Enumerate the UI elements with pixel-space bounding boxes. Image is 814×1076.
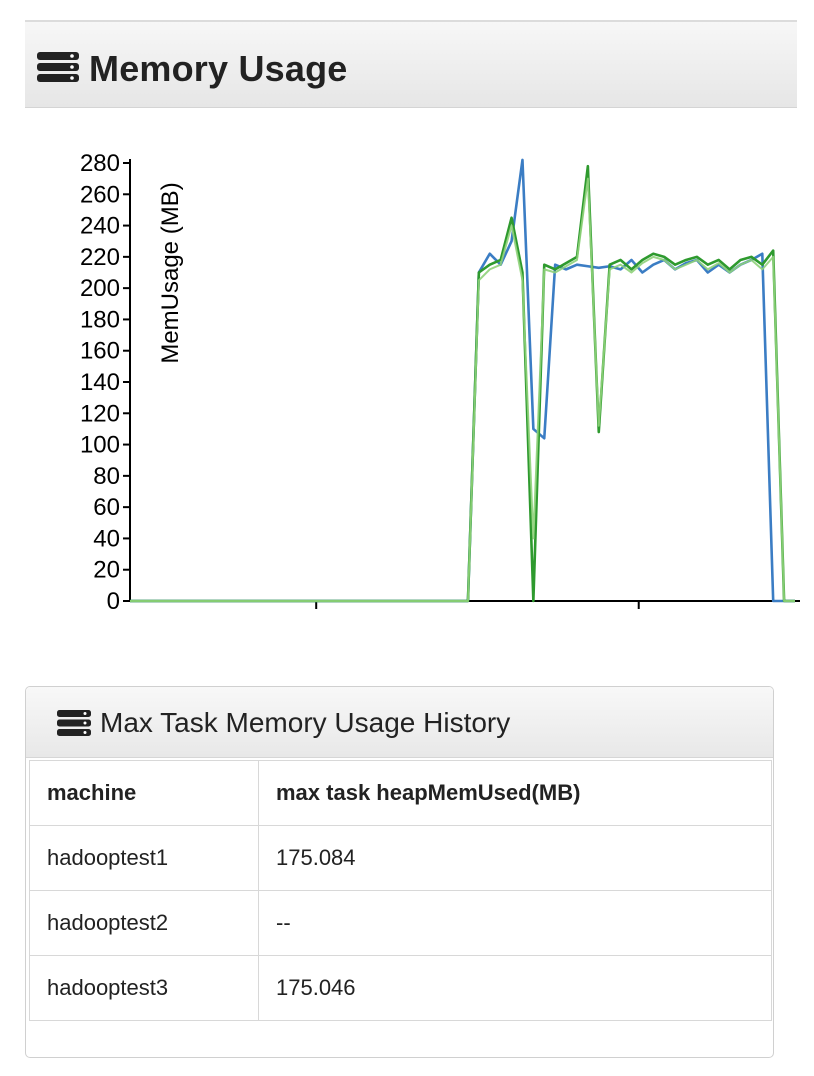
history-header: Max Task Memory Usage History: [26, 687, 773, 758]
y-tick-label: 120: [80, 400, 120, 427]
history-table: machine max task heapMemUsed(MB) hadoopt…: [29, 760, 772, 1021]
machine-cell: hadooptest3: [29, 955, 259, 1021]
list-icon: [56, 709, 92, 742]
y-tick-label: 80: [93, 463, 120, 490]
panel-title: Memory Usage: [89, 48, 348, 89]
list-icon: [35, 50, 81, 89]
y-tick-label: 240: [80, 213, 120, 240]
y-tick-label: 220: [80, 244, 120, 271]
column-header-heap: max task heapMemUsed(MB): [258, 760, 772, 826]
series-line-2: [130, 177, 795, 602]
y-tick-label: 180: [80, 306, 120, 333]
y-tick-label: 40: [93, 525, 120, 552]
series-line-1: [130, 164, 795, 603]
column-header-machine: machine: [29, 760, 259, 826]
heap-cell: --: [258, 890, 772, 956]
y-tick-label: 60: [93, 494, 120, 521]
table-row: hadooptest2 --: [29, 890, 772, 956]
y-tick-label: 280: [80, 150, 120, 177]
table-row: hadooptest1 175.084: [29, 825, 772, 891]
y-axis-label: MemUsage (MB): [157, 182, 184, 363]
series-line-0: [130, 158, 795, 603]
memory-usage-chart: 0 20 40 60 80 100 120 140 160 180 200 220 240 260 280 M…: [80, 150, 800, 615]
history-title: Max Task Memory Usage History: [100, 707, 511, 738]
memory-usage-header: Memory Usage: [25, 20, 797, 108]
machine-cell: hadooptest1: [29, 825, 259, 891]
table-header-row: machine max task heapMemUsed(MB): [29, 760, 772, 826]
machine-cell: hadooptest2: [29, 890, 259, 956]
max-task-memory-panel: Max Task Memory Usage History machine ma…: [25, 686, 774, 1058]
y-tick-label: 100: [80, 432, 120, 459]
y-tick-label: 200: [80, 275, 120, 302]
y-tick-label: 160: [80, 338, 120, 365]
y-tick-label: 20: [93, 557, 120, 584]
y-tick-label: 0: [107, 588, 120, 615]
heap-cell: 175.084: [258, 825, 772, 891]
heap-cell: 175.046: [258, 955, 772, 1021]
table-row: hadooptest3 175.046: [29, 955, 772, 1021]
y-tick-label: 140: [80, 369, 120, 396]
y-tick-label: 260: [80, 181, 120, 208]
